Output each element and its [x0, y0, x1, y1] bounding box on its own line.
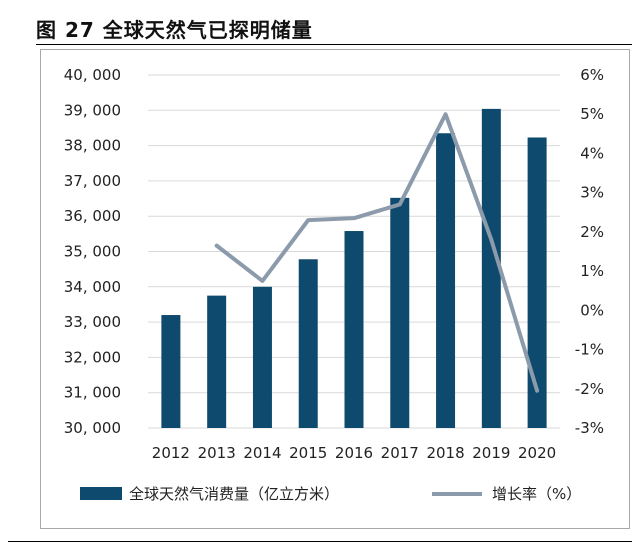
line-series: [214, 112, 540, 393]
left-tick-label: 33, 000: [64, 313, 121, 331]
left-tick-label: 38, 000: [64, 137, 121, 155]
right-axis-ticks: -3% -2% -1% 0% 1% 2% 3% 4% 5% 6%: [575, 66, 604, 437]
left-tick-label: 30, 000: [64, 419, 121, 437]
bottom-rule: [8, 541, 632, 542]
legend-swatch-bar: [80, 487, 122, 500]
bar-2015: [298, 259, 318, 428]
bar-2014: [252, 286, 272, 428]
left-tick-label: 40, 000: [64, 66, 121, 84]
right-tick-label: -2%: [575, 380, 604, 398]
x-tick-label: 2018: [426, 444, 464, 462]
legend-label-bar: 全球天然气消费量（亿立方米）: [129, 485, 339, 503]
x-tick-label: 2020: [518, 444, 556, 462]
right-tick-label: 2%: [580, 223, 604, 241]
x-tick-label: 2013: [198, 444, 236, 462]
right-tick-label: -1%: [575, 341, 604, 359]
x-tick-label: 2016: [335, 444, 373, 462]
x-tick-label: 2015: [289, 444, 327, 462]
left-tick-label: 37, 000: [64, 172, 121, 190]
left-tick-label: 34, 000: [64, 278, 121, 296]
right-tick-label: 6%: [580, 66, 604, 84]
legend-label-line: 增长率（%）: [492, 485, 581, 503]
left-tick-label: 39, 000: [64, 101, 121, 119]
left-tick-label: 32, 000: [64, 348, 121, 366]
x-tick-label: 2014: [243, 444, 281, 462]
right-tick-label: 4%: [580, 144, 604, 162]
right-tick-label: 5%: [580, 105, 604, 123]
figure-title: 图 27 全球天然气已探明储量: [36, 18, 313, 42]
bar-2019: [481, 108, 501, 428]
right-tick-label: 3%: [580, 184, 604, 202]
bar-2018: [436, 133, 456, 428]
x-tick-label: 2012: [152, 444, 190, 462]
growth-rate-line: [214, 112, 540, 393]
x-axis-ticks: 2012 2013 2014 2015 2016 2017 2018 2019 2020: [152, 444, 556, 462]
title-bar: 图 27 全球天然气已探明储量: [36, 12, 632, 45]
bar-series: [161, 108, 547, 428]
bar-2013: [207, 295, 227, 428]
right-tick-label: 1%: [580, 262, 604, 280]
legend: 全球天然气消费量（亿立方米） 增长率（%）: [80, 485, 581, 503]
left-tick-label: 36, 000: [64, 207, 121, 225]
left-axis-ticks: 30, 000 31, 000 32, 000 33, 000 34, 000 35, 0…: [64, 66, 121, 437]
left-tick-label: 35, 000: [64, 243, 121, 261]
bar-2017: [390, 197, 410, 428]
x-tick-label: 2019: [472, 444, 510, 462]
bar-2016: [344, 231, 364, 428]
right-tick-label: 0%: [580, 301, 604, 319]
bar-2012: [161, 315, 181, 428]
x-tick-label: 2017: [381, 444, 419, 462]
left-tick-label: 31, 000: [64, 384, 121, 402]
bar-2020: [527, 137, 547, 428]
right-tick-label: -3%: [575, 419, 604, 437]
